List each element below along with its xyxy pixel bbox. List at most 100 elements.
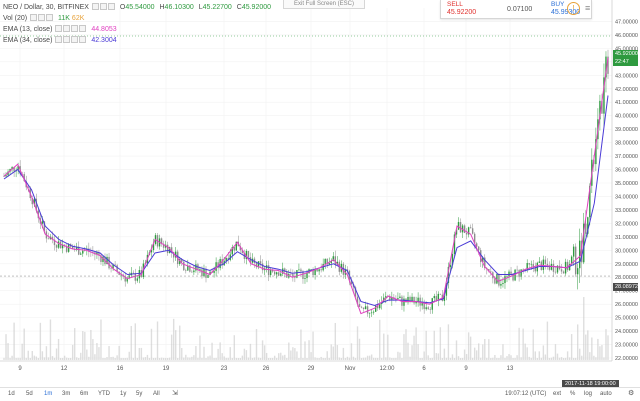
vol-eye-icon[interactable]: [30, 14, 38, 21]
range-3m[interactable]: 3m: [62, 391, 71, 397]
y-tick-label: 33.00000: [615, 208, 638, 214]
candle-body: [556, 265, 559, 273]
volume-bar: [364, 357, 367, 360]
volume-bar: [142, 357, 145, 360]
volume-bar: [574, 357, 577, 360]
candle-body: [366, 306, 369, 314]
buy-price[interactable]: 45.99300: [551, 9, 581, 16]
volume-bar: [294, 348, 296, 360]
volume-bar: [132, 357, 134, 360]
candle-body: [280, 273, 282, 276]
volume-bar: [39, 322, 42, 360]
candle-body: [518, 270, 520, 277]
candle-body: [17, 166, 19, 171]
range-1m[interactable]: 1m: [44, 391, 53, 397]
candle-body: [544, 259, 547, 264]
volume-bar: [233, 335, 235, 360]
volume-bar: [506, 356, 508, 360]
ema34-eye-icon[interactable]: [55, 36, 63, 43]
range-6m[interactable]: 6m: [80, 391, 89, 397]
candle-body: [379, 303, 381, 309]
vol-settings-icon[interactable]: [38, 14, 46, 21]
ema34-more-icon[interactable]: [79, 36, 87, 43]
sell-label[interactable]: SELL: [447, 1, 463, 8]
ema13-close-icon[interactable]: [71, 25, 79, 32]
percent-toggle[interactable]: %: [570, 391, 576, 397]
ema34-settings-icon[interactable]: [63, 36, 71, 43]
volume-bar: [490, 357, 492, 360]
ema-34-line: [3, 95, 609, 307]
range-1y[interactable]: 1y: [120, 391, 127, 397]
candle-body: [605, 56, 607, 78]
volume-bar: [124, 357, 126, 360]
settings-gear-icon[interactable]: ⚙: [628, 390, 635, 397]
menu-icon[interactable]: ≡: [585, 3, 591, 13]
volume-bar: [451, 354, 454, 360]
sell-price[interactable]: 45.92200: [447, 9, 477, 16]
volume-bar: [11, 355, 13, 360]
ext-toggle[interactable]: ext: [553, 391, 562, 397]
info-icon[interactable]: !: [567, 2, 580, 15]
volume-bar: [229, 347, 231, 360]
range-5y[interactable]: 5y: [136, 391, 143, 397]
legend-close-icon[interactable]: [107, 3, 115, 10]
volume-bar: [433, 330, 435, 360]
volume-bar: [435, 353, 437, 360]
volume-bar: [17, 357, 19, 360]
volume-bar: [372, 357, 375, 360]
utc-clock[interactable]: 19:07:12 (UTC): [505, 391, 547, 397]
volume-bar: [181, 347, 183, 360]
candle-body: [587, 217, 589, 234]
volume-bar: [90, 329, 92, 360]
volume-bar: [249, 343, 252, 360]
volume-bar: [538, 351, 541, 360]
ema13-more-icon[interactable]: [79, 25, 87, 32]
volume-bar: [510, 355, 512, 360]
volume-bar: [284, 354, 286, 360]
range-ytd[interactable]: YTD: [98, 391, 110, 397]
log-toggle[interactable]: log: [584, 391, 593, 397]
volume-bar: [237, 358, 240, 360]
candle-body: [520, 269, 522, 277]
range-all[interactable]: All: [153, 391, 160, 397]
buy-label[interactable]: BUY: [551, 1, 565, 8]
volume-bar: [488, 339, 490, 360]
price-chart[interactable]: 47.0000046.0000045.0000044.0000043.00000…: [0, 0, 640, 388]
candle-body: [278, 272, 280, 276]
candle-body: [249, 257, 252, 263]
range-1d[interactable]: 1d: [8, 391, 15, 397]
vol-close-icon[interactable]: [46, 14, 54, 21]
ema34-close-icon[interactable]: [71, 36, 79, 43]
candle-body: [457, 222, 460, 230]
legend-eye-icon[interactable]: [91, 3, 99, 10]
volume-bar: [98, 347, 100, 360]
candle-body: [568, 264, 571, 271]
candle-body: [607, 56, 609, 74]
volume-bar: [502, 344, 504, 360]
y-tick-label: 43.00000: [615, 73, 638, 79]
candle-body: [516, 269, 518, 271]
candle-body: [326, 258, 328, 265]
ema13-settings-icon[interactable]: [63, 25, 71, 32]
volume-bar: [552, 356, 555, 360]
volume-bar: [255, 329, 258, 360]
volume-bar: [116, 355, 118, 360]
volume-bar: [170, 334, 173, 360]
goto-date-icon[interactable]: ⇲: [172, 390, 178, 397]
range-5d[interactable]: 5d: [26, 391, 33, 397]
candle-body: [451, 253, 454, 266]
candle-body: [41, 221, 44, 224]
legend-settings-icon[interactable]: [99, 3, 107, 10]
exit-fullscreen-button[interactable]: Exit Full Screen (ESC): [283, 0, 365, 9]
candle-body: [126, 277, 128, 282]
volume-bar: [500, 355, 502, 360]
auto-toggle[interactable]: auto: [600, 391, 612, 397]
ema13-eye-icon[interactable]: [55, 25, 63, 32]
candle-body: [110, 268, 112, 269]
candle-body: [310, 269, 312, 270]
x-tick-label: 9: [18, 366, 22, 372]
volume-bar: [102, 357, 104, 360]
candle-body: [364, 306, 367, 309]
candle-body: [35, 198, 38, 211]
candle-body: [170, 247, 173, 252]
